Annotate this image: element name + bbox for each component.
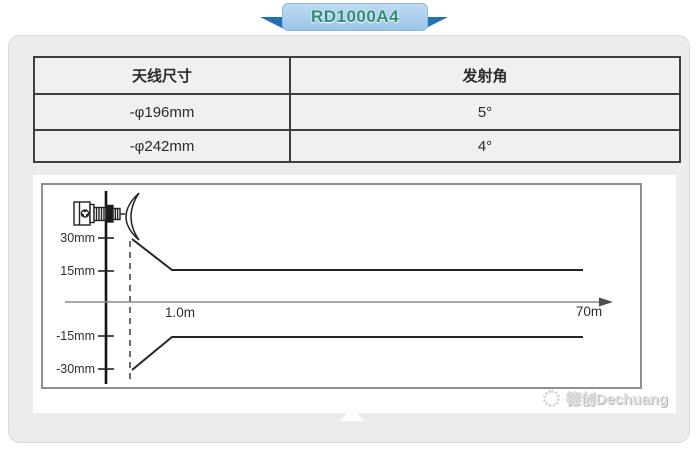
model-badge: RD1000A4 [282,3,428,31]
beam-lower-edge [131,336,583,371]
y-label-15mm: 15mm [60,264,95,278]
y-label-neg30mm: -30mm [56,362,95,376]
watermark-text: 德创Dechuang [565,391,668,408]
axis-arrowhead-icon [599,297,613,307]
beam-diagram-svg: 30mm 15mm -15mm -30mm 1.0m 70m [56,191,613,384]
spec-table: 天线尺寸 发射角 -φ196mm 5° -φ242mm 4° [33,56,681,163]
beam-angle-value: 5° [289,93,681,131]
diagram-panel: 30mm 15mm -15mm -30mm 1.0m 70m [33,175,676,413]
table-header-row: 天线尺寸 发射角 [33,56,681,95]
dechuang-logo-icon [543,390,561,407]
model-badge-label: RD1000A4 [310,7,400,26]
beam-upper-edge [131,238,583,271]
bottom-notch-arrow-icon [339,409,365,421]
table-row: -φ196mm 5° [33,93,681,131]
x-label-near: 1.0m [165,305,195,320]
beam-diagram: 30mm 15mm -15mm -30mm 1.0m 70m [41,183,642,389]
antenna-icon [73,192,140,241]
beam-angle-header: 发射角 [289,56,681,95]
antenna-size-value: -φ242mm [33,129,291,163]
antenna-size-header: 天线尺寸 [33,56,291,95]
table-row: -φ242mm 4° [33,129,681,163]
y-label-30mm: 30mm [60,231,95,245]
content-card: 天线尺寸 发射角 -φ196mm 5° -φ242mm 4° [8,35,690,443]
beam-angle-value: 4° [289,129,681,163]
antenna-nut [105,204,114,223]
x-label-far: 70m [576,304,602,319]
y-label-neg15mm: -15mm [56,329,95,343]
antenna-size-value: -φ196mm [33,93,291,131]
watermark: 德创Dechuang [543,388,668,409]
antenna-dish [125,192,140,241]
